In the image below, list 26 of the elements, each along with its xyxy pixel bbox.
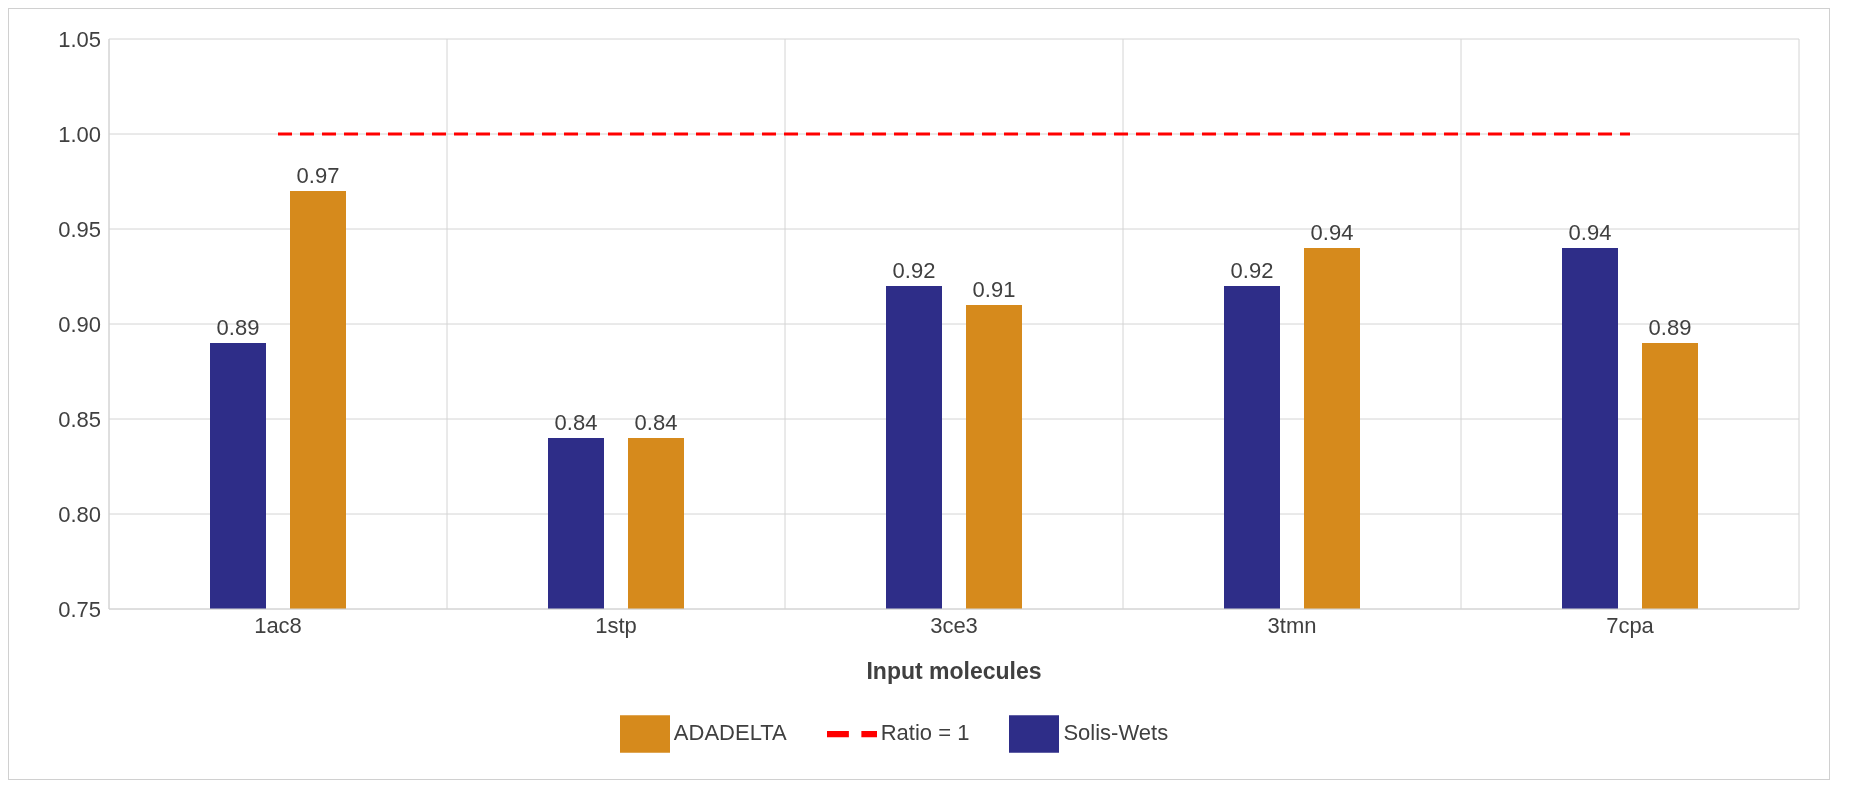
data-label: 0.89: [1648, 315, 1692, 340]
data-label: 0.91: [972, 277, 1016, 302]
x-tick-label: 3ce3: [930, 612, 978, 638]
y-tick-label: 0.90: [58, 311, 101, 337]
y-tick-label: 0.95: [58, 216, 101, 242]
y-tick-label: 1.05: [58, 26, 101, 52]
x-axis-title: Input molecules: [866, 658, 1042, 684]
y-tick-label: 0.80: [58, 501, 101, 527]
y-tick-label: 0.75: [58, 596, 101, 622]
y-tick-label: 1.00: [58, 121, 101, 147]
data-label: 0.92: [1230, 258, 1274, 283]
x-tick-label: 1ac8: [254, 612, 302, 638]
data-label: 0.89: [216, 315, 260, 340]
legend-label: ADADELTA: [673, 719, 787, 745]
data-label: 0.84: [634, 410, 678, 435]
legend-label: Solis-Wets: [1063, 719, 1169, 745]
x-tick-label: 3tmn: [1267, 612, 1317, 638]
legend-label: Ratio = 1: [880, 719, 970, 745]
data-label: 0.84: [554, 410, 598, 435]
data-label: 0.97: [296, 163, 340, 188]
x-tick-label: 1stp: [595, 612, 637, 638]
data-label: 0.94: [1310, 220, 1354, 245]
y-tick-label: 0.85: [58, 406, 101, 432]
data-label: 0.94: [1568, 220, 1612, 245]
x-tick-label: 7cpa: [1606, 612, 1655, 638]
data-label: 0.92: [892, 258, 936, 283]
